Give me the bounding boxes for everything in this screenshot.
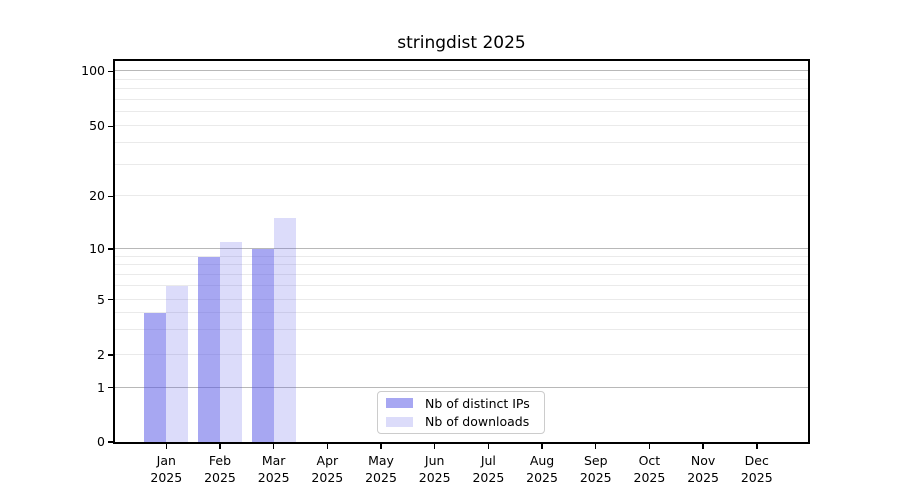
- y-tick-label: 1: [97, 379, 105, 395]
- minor-gridline: [115, 273, 808, 275]
- x-tick-label: May 2025: [365, 453, 397, 485]
- y-tick-mark: [108, 125, 113, 127]
- x-tick-mark: [272, 444, 275, 449]
- bar-downloads: [273, 218, 296, 442]
- plot-area: [113, 59, 810, 444]
- y-tick-label: 20: [89, 188, 105, 204]
- y-tick-label: 10: [89, 240, 105, 256]
- y-tick-label: 2: [97, 347, 105, 363]
- legend: Nb of distinct IPs Nb of downloads: [377, 391, 545, 434]
- x-tick-label: Jan 2025: [150, 453, 183, 485]
- x-tick-label: Oct 2025: [633, 453, 666, 485]
- major-gridline: [115, 70, 808, 72]
- bar-downloads: [166, 286, 189, 442]
- bar-distinct-ips: [197, 256, 220, 442]
- x-tick-mark: [219, 444, 221, 449]
- bar-downloads: [219, 241, 242, 442]
- minor-gridline: [115, 125, 808, 127]
- bar-distinct-ips: [251, 248, 274, 442]
- minor-gridline: [115, 298, 808, 300]
- x-tick-label: Mar 2025: [257, 453, 290, 485]
- minor-gridline: [115, 164, 808, 166]
- legend-swatch-distinct-ips: [386, 398, 413, 409]
- legend-label: Nb of distinct IPs: [425, 395, 530, 411]
- y-tick-label: 5: [97, 291, 105, 307]
- x-tick-label: Jun 2025: [418, 453, 451, 485]
- minor-gridline: [115, 195, 808, 197]
- y-tick-mark: [108, 386, 113, 389]
- y-tick-mark: [108, 298, 113, 301]
- y-tick-mark: [108, 195, 113, 198]
- x-tick-label: Aug 2025: [526, 453, 558, 485]
- y-tick-label: 50: [89, 118, 105, 134]
- x-tick-label: Dec 2025: [740, 453, 773, 485]
- x-tick-mark: [380, 444, 382, 449]
- minor-gridline: [115, 78, 808, 80]
- legend-row: Nb of distinct IPs: [386, 396, 544, 411]
- minor-gridline: [115, 88, 808, 90]
- x-tick-mark: [541, 444, 543, 449]
- legend-row: Nb of downloads: [386, 414, 544, 429]
- x-tick-label: Feb 2025: [204, 453, 236, 485]
- y-tick-label: 0: [97, 434, 105, 449]
- x-tick-mark: [433, 444, 436, 449]
- x-tick-mark: [594, 444, 597, 449]
- legend-label: Nb of downloads: [425, 414, 530, 430]
- minor-gridline: [115, 329, 808, 331]
- chart-title: stringdist 2025: [397, 33, 526, 53]
- legend-swatch-downloads: [386, 416, 413, 427]
- x-tick-mark: [756, 444, 758, 449]
- minor-gridline: [115, 264, 808, 266]
- x-tick-label: Nov 2025: [687, 453, 719, 485]
- minor-gridline: [115, 98, 808, 100]
- x-tick-mark: [326, 444, 329, 449]
- minor-gridline: [115, 285, 808, 287]
- y-tick-mark: [108, 354, 113, 356]
- major-gridline: [115, 247, 808, 249]
- bar-distinct-ips: [144, 313, 167, 442]
- x-tick-label: Jul 2025: [472, 453, 505, 485]
- y-tick-mark: [108, 441, 113, 443]
- y-tick-mark: [108, 248, 113, 250]
- minor-gridline: [115, 110, 808, 112]
- y-tick-label: 100: [81, 63, 105, 79]
- x-tick-label: Sep 2025: [579, 453, 612, 485]
- minor-gridline: [115, 142, 808, 144]
- x-tick-mark: [165, 444, 168, 449]
- minor-gridline: [115, 255, 808, 257]
- y-tick-mark: [108, 70, 113, 73]
- x-tick-label: Apr 2025: [311, 453, 344, 485]
- x-tick-mark: [648, 444, 651, 449]
- x-tick-mark: [702, 444, 704, 449]
- x-tick-mark: [487, 444, 490, 449]
- major-gridline: [115, 386, 808, 388]
- minor-gridline: [115, 354, 808, 356]
- minor-gridline: [115, 312, 808, 314]
